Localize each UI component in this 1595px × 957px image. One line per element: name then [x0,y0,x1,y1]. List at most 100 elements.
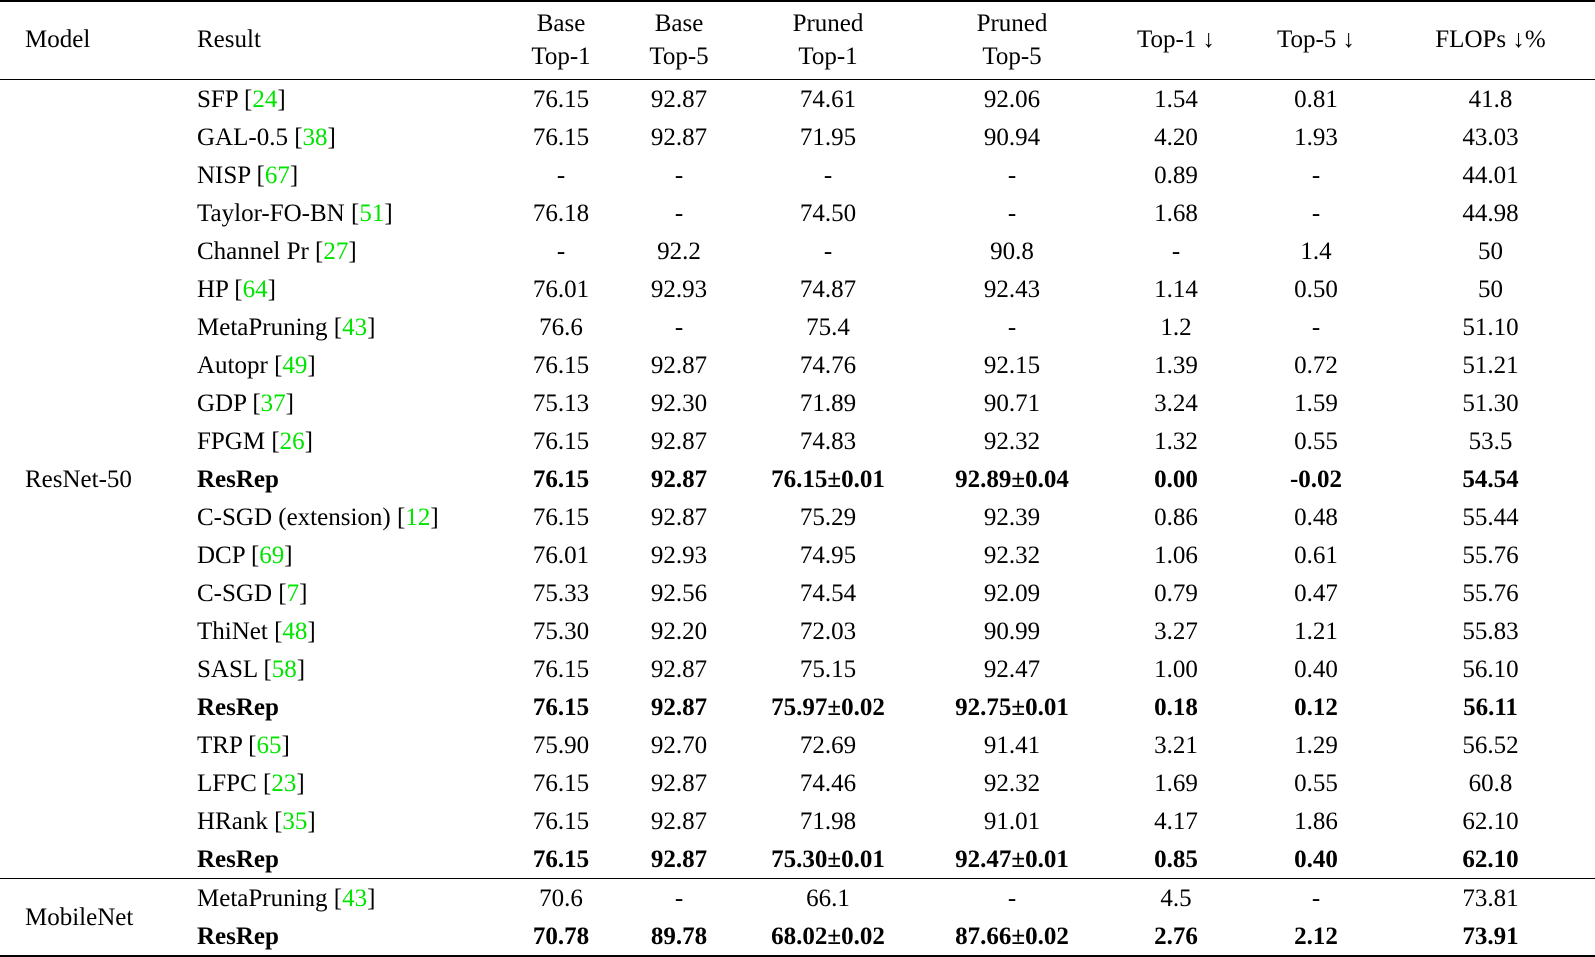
value-cell: 92.87 [650,465,708,493]
value-cell: 55.76 [1462,579,1519,607]
citation-link[interactable]: 67 [264,161,290,189]
value-cell: 92.87 [650,123,708,151]
method-name: GAL-0.5 [38] [197,123,336,151]
value-cell: 92.56 [650,579,708,607]
value-cell: 0.55 [1294,769,1338,797]
table-row: Taylor-FO-BN [51] 76.18 - 74.50 - 1.68 - 44.98 [0,194,1595,232]
value-cell: - [823,161,833,189]
value-cell: 51.21 [1462,351,1519,379]
method-name: Channel Pr [27] [197,237,357,265]
value-cell: 76.15 [532,503,590,531]
citation-link[interactable]: 49 [282,351,308,379]
value-cell: 55.76 [1462,541,1519,569]
citation-link[interactable]: 38 [302,123,328,151]
value-cell: 0.72 [1294,351,1338,379]
method-name: HP [64] [197,275,276,303]
citation-link[interactable]: 65 [256,731,282,759]
citation-link[interactable]: 37 [260,389,286,417]
citation-link[interactable]: 27 [323,237,349,265]
value-cell: 0.40 [1294,655,1338,683]
method-label: Autopr [197,351,268,379]
value-cell: 1.39 [1154,351,1198,379]
citation-link[interactable]: 23 [271,769,297,797]
value-cell: 74.50 [799,199,857,227]
value-cell: 0.00 [1154,465,1198,493]
citation-link[interactable]: 48 [282,617,308,645]
citation-link[interactable]: 69 [259,541,285,569]
method-label: Taylor-FO-BN [197,199,345,227]
method-label: Channel Pr [197,237,309,265]
value-cell: 92.06 [983,85,1041,113]
value-cell: - [1007,199,1017,227]
value-cell: - [674,313,684,341]
value-cell: 75.33 [532,579,590,607]
value-cell: 74.54 [799,579,857,607]
table-row: HP [64] 76.01 92.93 74.87 92.43 1.14 0.50 50 [0,270,1595,308]
table-row: MetaPruning [43] 76.6 - 75.4 - 1.2 - 51.10 [0,308,1595,346]
method-label: HP [197,275,229,303]
method-label: SFP [197,85,238,113]
table-row: TRP [65] 75.90 92.70 72.69 91.41 3.21 1.29 56.5… [0,726,1595,764]
value-cell: 92.39 [983,503,1041,531]
method-label: MetaPruning [197,884,328,912]
value-cell: 76.15 [532,769,590,797]
value-cell: 76.15 [532,693,590,721]
model-name: MobileNet [0,878,172,956]
citation-link[interactable]: 43 [342,884,368,912]
table-row: GAL-0.5 [38] 76.15 92.87 71.95 90.94 4.20 1.93… [0,118,1595,156]
value-cell: 0.12 [1294,693,1338,721]
value-cell: 1.59 [1294,389,1338,417]
table-row: NISP [67] - - - - 0.89 - 44.01 [0,156,1595,194]
value-cell: - [1246,878,1386,917]
value-cell: 1.21 [1294,617,1338,645]
value-cell: 41.8 [1468,85,1513,113]
citation-link[interactable]: 58 [271,655,297,683]
citation-link[interactable]: 7 [286,579,300,607]
column-header-flops-drop: FLOPs ↓% [1386,1,1595,80]
method-name: Autopr [49] [197,351,316,379]
value-cell: 43.03 [1462,123,1519,151]
citation-link[interactable]: 26 [279,427,305,455]
method-label: FPGM [197,427,266,455]
value-cell: 54.54 [1462,465,1519,493]
value-cell: -0.02 [1289,465,1343,493]
table-row: GDP [37] 75.13 92.30 71.89 90.71 3.24 1.59 51.3… [0,384,1595,422]
value-cell: 70.6 [502,878,620,917]
method-label: ResRep [197,465,279,493]
value-cell: 76.6 [539,313,583,341]
table-row: ResNet-50 SFP [24] 76.15 92.87 74.61 92.06 1.5… [0,80,1595,493]
citation-link[interactable]: 12 [405,503,431,531]
citation-link[interactable]: 24 [252,85,278,113]
value-cell: 76.15 [532,845,590,873]
value-cell: - [674,161,684,189]
value-cell: 2.76 [1154,922,1198,950]
value-cell: 92.75±0.01 [955,693,1069,721]
value-cell: 75.15 [799,655,857,683]
value-cell: 70.78 [532,922,590,950]
value-cell: 1.93 [1294,123,1338,151]
value-cell: 3.21 [1154,731,1198,759]
value-cell: 0.86 [1154,503,1198,531]
citation-link[interactable]: 43 [342,313,368,341]
value-cell: 92.30 [650,389,708,417]
column-header-base-top5: Base Top-5 [620,1,738,80]
value-cell: 68.02±0.02 [771,922,885,950]
method-name: ThiNet [48] [197,617,316,645]
value-cell: 75.90 [532,731,590,759]
column-header-model: Model [0,1,172,80]
value-cell: 4.20 [1154,123,1198,151]
value-cell: 92.93 [650,275,708,303]
method-name: Taylor-FO-BN [51] [197,199,393,227]
value-cell: 1.2 [1160,313,1192,341]
citation-link[interactable]: 51 [359,199,385,227]
citation-link[interactable]: 35 [282,807,308,835]
value-cell: 92.87 [650,351,708,379]
method-name: HRank [35] [197,807,316,835]
value-cell: 76.15 [532,427,590,455]
value-cell: 1.54 [1154,85,1198,113]
value-cell: 71.98 [799,807,857,835]
value-cell: 92.87 [650,655,708,683]
value-cell: 2.12 [1294,922,1338,950]
value-cell: 90.99 [983,617,1041,645]
citation-link[interactable]: 64 [242,275,268,303]
